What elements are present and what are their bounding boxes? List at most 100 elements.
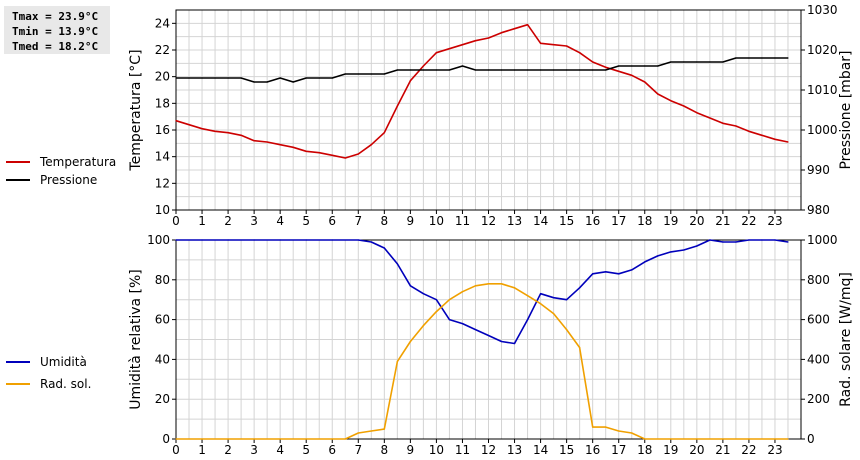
y-tick-label-right: 800 [807,273,830,287]
data-point-temperatura [696,112,698,114]
data-point-rad-sol [644,438,646,440]
data-point-umidit [461,322,464,325]
data-point-umidit [670,251,672,253]
data-point-temperatura [201,128,203,130]
data-point-rad-sol [396,360,398,362]
data-point-temperatura [253,140,255,142]
data-point-rad-sol [370,430,372,432]
data-point-pressione [500,69,503,71]
data-point-rad-sol [175,438,177,440]
data-point-pressione [396,69,398,71]
data-point-umidit [618,273,620,275]
data-point-pressione [761,57,763,59]
x-tick-label: 9 [407,443,415,457]
x-tick-label: 22 [741,443,756,457]
data-point-temperatura [461,44,464,46]
legend-label-pressione: Pressione [40,173,98,187]
data-point-rad-sol [526,295,529,297]
data-point-temperatura [409,80,411,82]
data-point-pressione [292,81,294,83]
data-point-temperatura [214,130,216,132]
data-point-temperatura [305,150,307,152]
data-point-umidit [709,239,711,241]
x-tick-label: 4 [276,214,284,228]
data-point-umidit [435,299,438,301]
y-tick-label-right: 0 [807,432,815,446]
data-point-temperatura [396,105,398,107]
data-point-rad-sol [344,438,346,440]
top-legend: Temperatura Pressione [6,153,116,189]
data-point-pressione [305,77,307,79]
y-tick-label-left: 16 [155,123,170,137]
data-point-pressione [566,69,568,71]
data-point-temperatura [618,70,620,72]
data-point-umidit [631,269,633,271]
data-point-umidit [683,249,685,251]
data-point-rad-sol [461,291,464,293]
x-tick-label: 20 [689,214,704,228]
x-tick-label: 2 [224,214,232,228]
y-axis-label-right: Rad. solare [W/mq] [838,272,854,407]
data-point-rad-sol [331,438,333,440]
legend-label-temperatura: Temperatura [40,155,117,169]
data-point-umidit [605,271,607,273]
data-point-pressione [787,57,789,59]
data-point-pressione [253,81,255,83]
data-point-pressione [487,69,490,71]
data-point-umidit [735,241,737,243]
data-point-pressione [696,61,698,63]
y-tick-label-right: 400 [807,352,830,366]
data-point-umidit [696,245,698,247]
data-point-pressione [526,69,529,71]
data-point-pressione [631,65,633,67]
data-point-umidit [357,239,359,241]
y-tick-label-left: 10 [155,203,170,217]
legend-swatch-umidita [6,361,30,363]
data-point-rad-sol [774,438,776,440]
data-point-pressione [357,73,359,75]
data-point-umidit [279,239,281,241]
data-point-temperatura [188,124,190,126]
data-point-umidit [448,319,451,321]
data-point-rad-sol [579,346,581,349]
data-point-umidit [644,261,646,263]
data-point-pressione [383,73,385,75]
y-tick-label-right: 1010 [807,83,838,97]
data-point-pressione [774,57,776,59]
data-point-rad-sol [748,438,750,440]
legend-swatch-pressione [6,179,30,181]
x-tick-label: 7 [354,214,362,228]
y-tick-label-left: 14 [155,150,170,164]
data-point-temperatura [787,141,789,143]
x-tick-label: 7 [354,443,362,457]
bottom-legend: Umidità Rad. sol. [6,351,91,395]
y-tick-label-right: 1000 [807,123,838,137]
data-point-rad-sol [696,438,698,440]
series-line-rad-sol [176,282,788,440]
x-tick-label: 23 [767,443,782,457]
data-point-rad-sol [539,303,542,305]
data-point-umidit [566,299,568,301]
data-point-pressione [513,69,516,71]
x-tick-label: 15 [559,214,574,228]
y-tick-label-right: 200 [807,392,830,406]
x-tick-label: 11 [455,214,470,228]
x-tick-label: 9 [407,214,415,228]
y-tick-label-left: 60 [155,313,170,327]
data-point-umidit [201,239,203,241]
data-point-umidit [253,239,255,241]
data-point-temperatura [526,24,529,26]
data-point-rad-sol [279,438,281,440]
data-point-umidit [579,287,581,289]
data-point-pressione [422,69,424,71]
y-tick-label-left: 24 [155,16,170,30]
x-tick-label: 2 [224,443,232,457]
data-point-pressione [474,69,477,71]
legend-item-temperatura: Temperatura [6,153,116,171]
data-point-rad-sol [500,283,503,285]
x-tick-label: 0 [172,214,180,228]
data-point-temperatura [240,134,242,136]
data-point-rad-sol [227,438,229,440]
data-point-rad-sol [253,438,255,440]
x-tick-label: 14 [533,443,548,457]
